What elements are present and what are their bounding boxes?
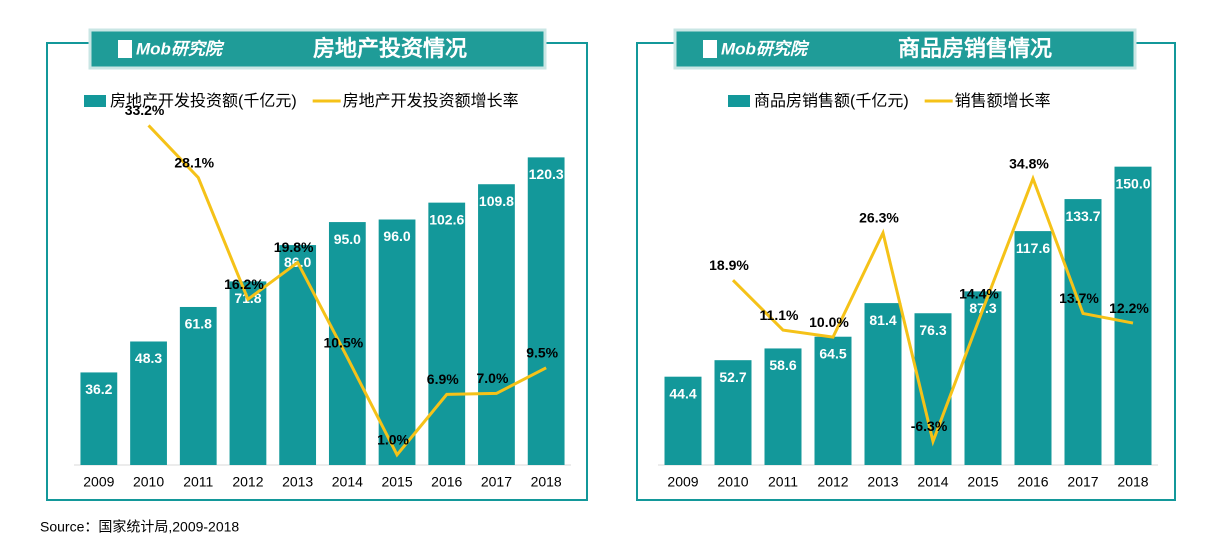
line-value-label: 19.8%	[274, 239, 314, 255]
header-tab	[88, 28, 547, 70]
bar-value-label: 58.6	[769, 357, 796, 373]
legend-swatch	[728, 95, 750, 107]
line-value-label: 26.3%	[859, 210, 899, 226]
x-tick-label: 2014	[332, 474, 363, 490]
x-tick-label: 2010	[133, 474, 164, 490]
x-tick-label: 2013	[282, 474, 313, 490]
line-value-label: 12.2%	[1109, 300, 1149, 316]
legend-label: 销售额增长率	[955, 92, 1051, 110]
line-value-label: 10.0%	[809, 314, 849, 330]
bar	[764, 348, 802, 465]
x-tick-label: 2016	[1017, 474, 1048, 490]
bar	[478, 184, 515, 465]
line-value-label: 11.1%	[760, 307, 799, 323]
bar	[664, 376, 702, 465]
bar	[814, 336, 852, 465]
bar	[378, 219, 416, 465]
x-tick-label: 2009	[667, 474, 698, 490]
source: Source：国家统计局,2009-2018	[40, 519, 239, 535]
x-tick-label: 2018	[1117, 474, 1148, 490]
x-tick-label: 2012	[232, 474, 263, 490]
chart-title: 商品房销售情况	[898, 36, 1052, 61]
bar	[1014, 231, 1052, 465]
x-tick-label: 2016	[431, 474, 462, 490]
logo-icon	[118, 40, 132, 58]
bar	[864, 303, 902, 465]
bar-value-label: 76.3	[919, 322, 946, 338]
bar-value-label: 44.4	[669, 385, 696, 401]
line-value-label: 33.2%	[125, 102, 165, 118]
x-tick-label: 2015	[967, 474, 998, 490]
bar	[964, 291, 1002, 465]
x-tick-label: 2010	[717, 474, 748, 490]
bar	[1064, 199, 1102, 465]
line-value-label: 18.9%	[709, 257, 749, 273]
bar	[179, 306, 217, 465]
line-value-label: 10.5%	[323, 334, 363, 350]
line-value-label: 16.2%	[224, 276, 264, 292]
bar-value-label: 109.8	[479, 193, 514, 209]
bar-value-label: 150.0	[1115, 175, 1150, 191]
line-value-label: 9.5%	[526, 345, 558, 361]
bar	[1114, 166, 1152, 465]
bar-value-label: 120.3	[529, 166, 564, 182]
legend-swatch	[84, 95, 106, 107]
line-value-label: 1.0%	[377, 431, 409, 447]
bar	[527, 157, 565, 465]
bar	[130, 341, 167, 465]
bar-value-label: 133.7	[1065, 208, 1100, 224]
line-value-label: -6.3%	[911, 418, 948, 434]
bar-value-label: 64.5	[819, 345, 846, 361]
line-value-label: 14.4%	[959, 286, 999, 302]
bar	[279, 245, 317, 465]
bar	[80, 372, 118, 465]
chart-title: 房地产投资情况	[313, 36, 467, 61]
logo-icon	[703, 40, 717, 58]
bar	[328, 222, 366, 465]
x-tick-label: 2011	[183, 474, 213, 490]
line-value-label: 34.8%	[1009, 155, 1049, 171]
x-tick-label: 2018	[531, 474, 562, 490]
legend-label: 房地产开发投资额增长率	[343, 92, 519, 110]
bar-value-label: 52.7	[719, 369, 746, 385]
x-tick-label: 2017	[1067, 474, 1098, 490]
legend-label: 商品房销售额(千亿元)	[754, 92, 909, 110]
brand: Mob研究院	[136, 39, 225, 58]
bar-value-label: 117.6	[1016, 240, 1050, 256]
bar-value-label: 48.3	[135, 350, 162, 366]
bar	[714, 360, 752, 465]
bar	[428, 202, 466, 465]
bar-value-label: 36.2	[85, 381, 112, 397]
x-tick-label: 2017	[481, 474, 512, 490]
line-series	[147, 124, 547, 458]
legend-label: 房地产开发投资额(千亿元)	[110, 92, 297, 110]
line-value-label: 13.7%	[1059, 290, 1099, 306]
x-tick-label: 2015	[381, 474, 412, 490]
x-tick-label: 2014	[917, 474, 948, 490]
line-value-label: 28.1%	[174, 154, 214, 170]
line-value-label: 7.0%	[476, 370, 508, 386]
x-tick-label: 2012	[817, 474, 848, 490]
line-value-label: 6.9%	[427, 371, 459, 387]
header-tab	[673, 28, 1137, 70]
bar	[229, 281, 267, 465]
line-series	[731, 174, 1134, 447]
bar-value-label: 102.6	[429, 211, 464, 227]
x-tick-label: 2011	[768, 474, 798, 490]
bar-value-label: 96.0	[383, 228, 410, 244]
x-tick-label: 2013	[867, 474, 898, 490]
bar-value-label: 81.4	[869, 312, 896, 328]
brand: Mob研究院	[721, 39, 810, 58]
bar-value-label: 61.8	[185, 316, 212, 332]
x-tick-label: 2009	[83, 474, 114, 490]
bar-value-label: 95.0	[334, 231, 361, 247]
